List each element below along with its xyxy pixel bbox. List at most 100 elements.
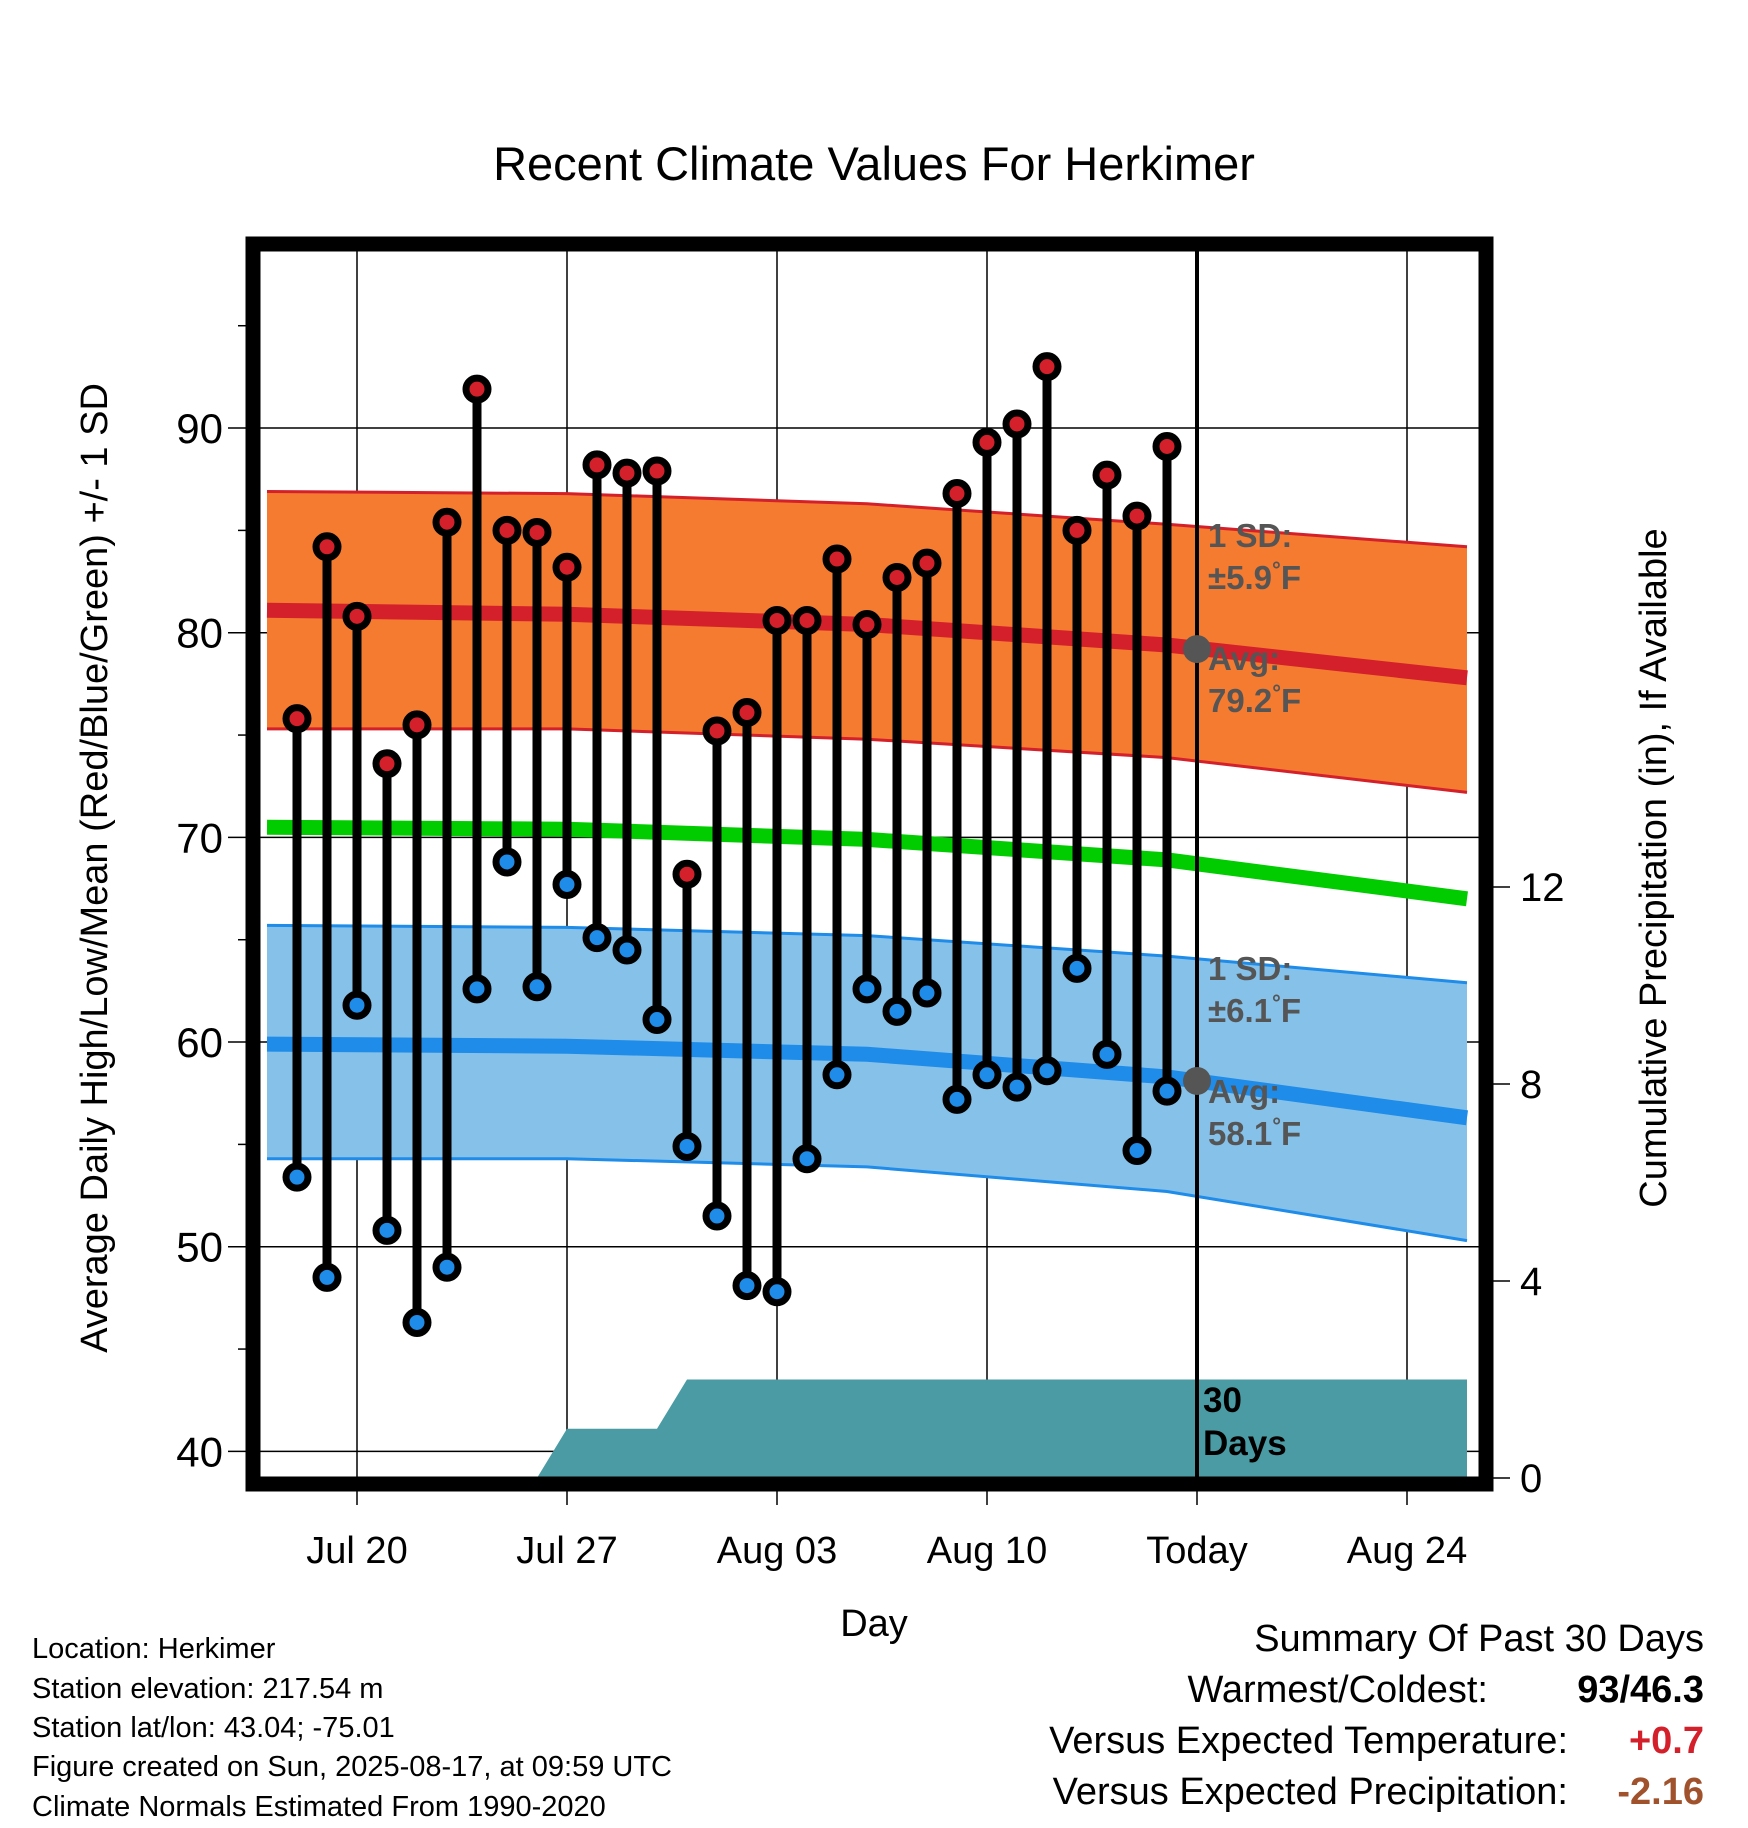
days-unit-label: Days [1203,1424,1287,1463]
daily-high-point [1002,409,1032,439]
daily-low-point [612,935,642,965]
x-tick-label: Jul 20 [306,1530,407,1572]
daily-low-point [432,1252,462,1282]
high-avg-annotation-label: Avg: [1208,640,1280,677]
y-tick-label: 80 [176,610,223,657]
x-axis-label: Day [840,1603,908,1645]
daily-low-point [732,1271,762,1301]
daily-low-point [462,974,492,1004]
summary-temp-label: Versus Expected Temperature: [1049,1720,1568,1762]
daily-low-point [282,1162,312,1192]
daily-high-point [1062,515,1092,545]
daily-low-point [942,1084,972,1114]
info-normals: Climate Normals Estimated From 1990-2020 [32,1791,606,1823]
daily-high-point [852,610,882,640]
daily-high-point [702,716,732,746]
summary-title: Summary Of Past 30 Days [1254,1618,1704,1660]
y2-axis-label: Cumulative Precipitation (in), If Availa… [1633,528,1675,1207]
daily-high-point [462,374,492,404]
summary-warm-cold-value: 93/46.3 [1577,1669,1704,1711]
high-sd-annotation-label: 1 SD: [1208,517,1292,554]
daily-high-point [1152,431,1182,461]
daily-high-point [912,548,942,578]
daily-low-point [1122,1136,1152,1166]
daily-low-point [312,1262,342,1292]
daily-low-point [1032,1056,1062,1086]
plot-frame [245,236,1494,1492]
daily-high-point [492,515,522,545]
y2-tick-label: 8 [1520,1063,1542,1107]
y-tick-label: 90 [176,405,223,452]
daily-low-point [1002,1072,1032,1102]
y2-tick-label: 0 [1520,1457,1542,1501]
x-tick-label: Jul 27 [516,1530,617,1572]
daily-high-point [882,562,912,592]
low-normal-line [266,1036,1469,1126]
daily-low-point [642,1005,672,1035]
high-avg-annotation-value: 79.2°F [1208,680,1301,720]
y-axis-label: Average Daily High/Low/Mean (Red/Blue/Gr… [74,383,116,1353]
x-tick-label: Today [1146,1530,1247,1572]
daily-high-point [972,427,1002,457]
daily-low-point [552,869,582,899]
info-created: Figure created on Sun, 2025-08-17, at 09… [32,1751,672,1783]
daily-low-point [492,847,522,877]
info-location: Location: Herkimer [32,1633,276,1665]
days-count-label: 30 [1203,1381,1242,1420]
daily-high-point [822,544,852,574]
daily-low-point [1092,1039,1122,1069]
daily-low-point [522,972,552,1002]
summary-precip-value: -2.16 [1617,1771,1704,1813]
high-sd-annotation-value: ±5.9°F [1208,557,1301,597]
daily-low-point [1062,953,1092,983]
info-elevation: Station elevation: 217.54 m [32,1673,384,1705]
daily-high-point [282,704,312,734]
daily-high-point [342,601,372,631]
low-sd-annotation-value: ±6.1°F [1208,990,1301,1030]
today-high-avg-dot [1183,635,1211,664]
daily-high-point [1122,501,1152,531]
daily-low-point [972,1060,1002,1090]
daily-high-point [732,698,762,728]
daily-high-point [612,458,642,488]
daily-high-point [372,749,402,779]
daily-low-point [762,1277,792,1307]
daily-high-point [762,605,792,635]
daily-high-point [792,605,822,635]
y-tick-label: 60 [176,1019,223,1066]
x-tick-label: Aug 24 [1347,1530,1467,1572]
chart-title: Recent Climate Values For Herkimer [493,137,1255,190]
x-tick-label: Aug 03 [717,1530,837,1572]
low-avg-annotation-value: 58.1°F [1208,1113,1301,1153]
summary-warm-cold-label: Warmest/Coldest: [1187,1669,1488,1711]
today-low-avg-dot [1183,1066,1211,1095]
y2-tick-label: 4 [1520,1260,1542,1304]
daily-high-point [642,456,672,486]
low-avg-annotation-label: Avg: [1208,1073,1280,1110]
daily-low-point [882,996,912,1026]
y-tick-label: 40 [176,1428,223,1475]
daily-low-point [1152,1076,1182,1106]
daily-high-point [582,450,612,480]
daily-high-point [552,552,582,582]
low-sd-annotation-label: 1 SD: [1208,950,1292,987]
daily-low-point [792,1144,822,1174]
x-tick-label: Aug 10 [927,1530,1047,1572]
summary-precip-label: Versus Expected Precipitation: [1052,1771,1568,1813]
daily-high-point [432,507,462,537]
daily-low-point [402,1307,432,1337]
daily-low-point [342,990,372,1020]
info-latlon: Station lat/lon: 43.04; -75.01 [32,1712,395,1744]
y2-tick-label: 12 [1520,866,1565,910]
daily-high-point [942,479,972,509]
daily-low-point [372,1215,402,1245]
daily-low-point [822,1060,852,1090]
daily-low-point [702,1201,732,1231]
daily-high-point [522,517,552,547]
precip-area [267,1379,1467,1478]
daily-low-point [672,1131,702,1161]
daily-high-point [1092,460,1122,490]
